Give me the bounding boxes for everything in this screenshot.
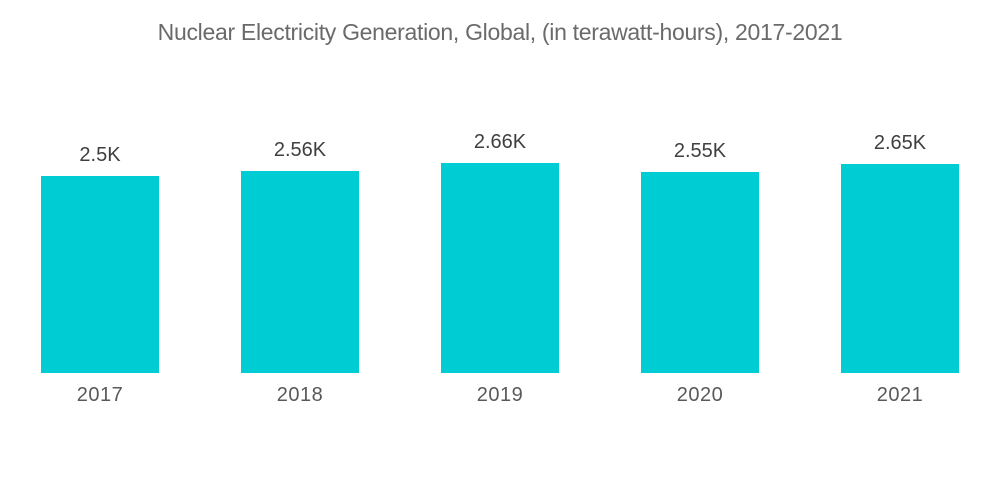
bar [441,163,559,373]
bar-year-label: 2018 [276,384,324,406]
bar-value-label: 2.55K [673,140,727,162]
bar-value-label: 2.56K [273,139,327,161]
bar [241,171,359,373]
bar-value-label: 2.5K [79,144,121,166]
bar-year-label: 2020 [676,384,724,406]
bar [41,176,159,373]
bar-year-label: 2021 [876,384,924,406]
bar-plot-cell: 2.5K [41,68,159,373]
bar-chart: 2.5K 2017 2.56K 2018 2.66K 2019 2.55K 2020 2.65K… [0,68,1000,407]
bar-value-label: 2.66K [473,131,527,153]
bar-column: 2.65K 2021 [800,68,1000,407]
bar-plot-cell: 2.66K [441,68,559,373]
bar-column: 2.56K 2018 [200,68,400,407]
bar-column: 2.5K 2017 [0,68,200,407]
bar-column: 2.66K 2019 [400,68,600,407]
bar-plot-cell: 2.55K [641,68,759,373]
chart-title: Nuclear Electricity Generation, Global, … [157,19,843,45]
bar-plot-cell: 2.56K [241,68,359,373]
bar [841,164,959,373]
bar-plot-cell: 2.65K [841,68,959,373]
bar [641,172,759,373]
bar-column: 2.55K 2020 [600,68,800,407]
bar-year-label: 2019 [476,384,524,406]
bar-value-label: 2.65K [873,132,927,154]
bar-year-label: 2017 [76,384,124,406]
